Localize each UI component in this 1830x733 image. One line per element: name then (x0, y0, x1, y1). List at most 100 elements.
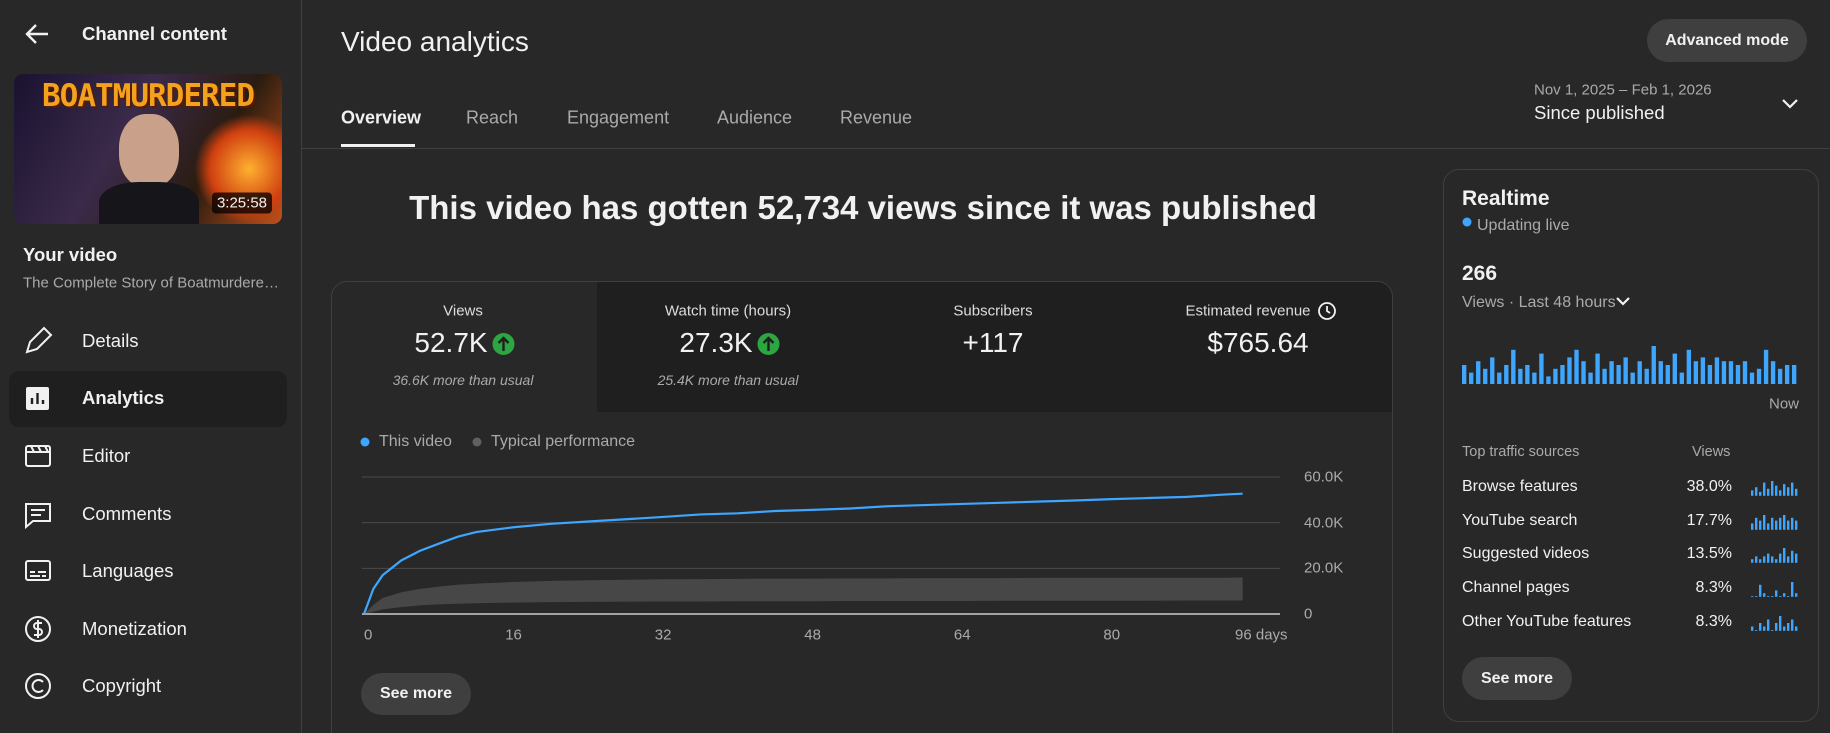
traffic-spark-bar (1779, 596, 1782, 597)
metric-label[interactable]: Views (443, 302, 483, 320)
realtime-bar (1686, 349, 1692, 384)
tab[interactable]: Audience (717, 107, 793, 128)
realtime-bar (1532, 372, 1537, 384)
realtime-bar (1462, 365, 1467, 384)
traffic-spark-bar (1775, 590, 1778, 597)
realtime-bar (1637, 361, 1642, 384)
tab[interactable]: Overview (341, 107, 422, 128)
nav-item[interactable]: Monetization (82, 618, 187, 639)
traffic-spark-bar (1759, 491, 1762, 496)
video-title: The Complete Story of Boatmurdere… (23, 274, 279, 292)
realtime-bar (1588, 372, 1593, 384)
traffic-spark-bar (1767, 553, 1770, 563)
advanced-mode-button[interactable]: Advanced mode (1647, 19, 1807, 62)
realtime-card (1443, 169, 1819, 722)
x-tick-label: 96 days (1235, 626, 1288, 644)
nav-item[interactable]: Languages (82, 560, 174, 581)
metric-label[interactable]: Watch time (hours) (664, 302, 792, 320)
traffic-spark-bar (1791, 550, 1794, 563)
traffic-spark-bar (1783, 484, 1786, 496)
thumbnail (14, 74, 282, 224)
date-range: Nov 1, 2025 – Feb 1, 2026 (1534, 81, 1712, 99)
traffic-views-header: Views (1692, 444, 1731, 460)
traffic-spark-bar (1783, 548, 1786, 563)
realtime-bar (1749, 372, 1755, 384)
traffic-spark-bar (1755, 596, 1758, 597)
icon-languages (25, 560, 51, 581)
traffic-source: Channel pages (1462, 579, 1570, 596)
thumbnail-title: BOATMURDERED (42, 78, 255, 114)
nav-item[interactable]: Editor (82, 445, 131, 466)
metric-note: 25.4K more than usual (657, 372, 799, 388)
y-tick-label: 40.0K (1304, 514, 1344, 532)
realtime-bar (1770, 361, 1776, 384)
realtime-see-more-button[interactable]: See more (1462, 657, 1572, 700)
nav-item[interactable]: Details (82, 330, 139, 351)
icon-comments (25, 503, 51, 530)
traffic-spark-bar (1791, 482, 1794, 496)
traffic-spark-bar (1783, 515, 1786, 530)
revenue-clock (1318, 302, 1336, 320)
y-tick-label: 20.0K (1304, 559, 1344, 577)
period[interactable]: Since published (1534, 102, 1665, 123)
trend-up-arrow (497, 336, 510, 351)
x-tick-label: 48 (804, 626, 821, 644)
traffic-spark-bar (1771, 481, 1774, 496)
see-more-button[interactable]: See more (361, 673, 471, 715)
metric-value: 27.3K (679, 327, 753, 358)
traffic-spark-bar (1779, 553, 1782, 563)
tab[interactable]: Reach (466, 107, 519, 128)
tabs-divider (302, 148, 1830, 149)
nav-item[interactable]: Analytics (82, 387, 165, 408)
traffic-spark-bar (1755, 630, 1758, 631)
traffic-spark-bar (1779, 517, 1782, 530)
active-tab-underline (341, 144, 415, 147)
traffic-spark-bar (1779, 490, 1782, 496)
live-dot (1462, 217, 1472, 227)
back-arrow[interactable] (25, 24, 48, 44)
traffic-spark-bar (1755, 487, 1758, 496)
traffic-spark-bar (1795, 626, 1798, 631)
metric-value: $765.64 (1207, 327, 1309, 358)
traffic-spark-bar (1791, 517, 1794, 530)
traffic-spark-bar (1755, 517, 1758, 530)
traffic-spark-bar (1767, 523, 1770, 530)
realtime-bar (1518, 368, 1523, 384)
traffic-spark-bar (1759, 559, 1762, 563)
period-chevron[interactable] (1616, 297, 1630, 306)
tab[interactable]: Engagement (567, 107, 670, 128)
traffic-share: 17.7% (1686, 512, 1732, 529)
traffic-spark-bar (1763, 515, 1766, 530)
realtime-period[interactable]: Views · Last 48 hours (1462, 294, 1616, 311)
page-title: Video analytics (341, 26, 529, 57)
now-label: Now (1768, 395, 1799, 413)
metric-note: 36.6K more than usual (392, 372, 534, 388)
tab[interactable]: Revenue (840, 107, 913, 128)
nav-item[interactable]: Comments (82, 503, 172, 524)
traffic-share: 8.3% (1695, 579, 1732, 596)
traffic-spark-bar (1787, 623, 1790, 631)
traffic-spark-bar (1775, 485, 1778, 496)
traffic-spark-bar (1771, 517, 1774, 530)
traffic-spark-bar (1787, 487, 1790, 496)
metric-label[interactable]: Estimated revenue (1185, 302, 1311, 320)
realtime-bar (1784, 365, 1790, 384)
traffic-spark-bar (1775, 520, 1778, 530)
views-line (362, 492, 1243, 615)
metric-label[interactable]: Subscribers (953, 302, 1033, 320)
traffic-spark-bar (1775, 623, 1778, 631)
y-tick-label: 0 (1304, 605, 1313, 623)
traffic-spark-bar (1759, 623, 1762, 631)
nav-icons (25, 326, 53, 699)
date-chevron[interactable] (1782, 99, 1798, 109)
nav-selected (9, 371, 287, 427)
traffic-spark-bar (1787, 596, 1790, 597)
traffic-spark-bar (1771, 596, 1774, 597)
nav-item[interactable]: Copyright (82, 675, 162, 696)
realtime-bar (1721, 361, 1727, 384)
realtime-bar (1728, 361, 1734, 384)
realtime-bar (1763, 349, 1769, 384)
traffic-spark-bar (1791, 619, 1794, 631)
traffic-spark-bar (1771, 556, 1774, 563)
